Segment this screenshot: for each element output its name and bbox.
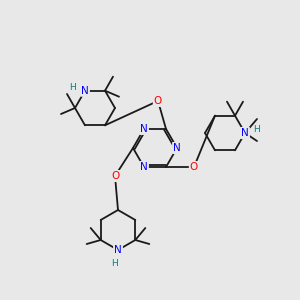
Text: N: N — [114, 245, 122, 255]
Text: N: N — [140, 124, 148, 134]
Text: N: N — [140, 162, 148, 172]
Text: N: N — [173, 143, 181, 153]
Text: N: N — [81, 86, 89, 96]
Text: O: O — [111, 171, 119, 181]
Text: O: O — [154, 96, 162, 106]
Text: H: H — [254, 125, 260, 134]
Text: N: N — [241, 128, 249, 138]
Text: O: O — [190, 162, 198, 172]
Text: H: H — [111, 260, 117, 268]
Text: H: H — [70, 83, 76, 92]
